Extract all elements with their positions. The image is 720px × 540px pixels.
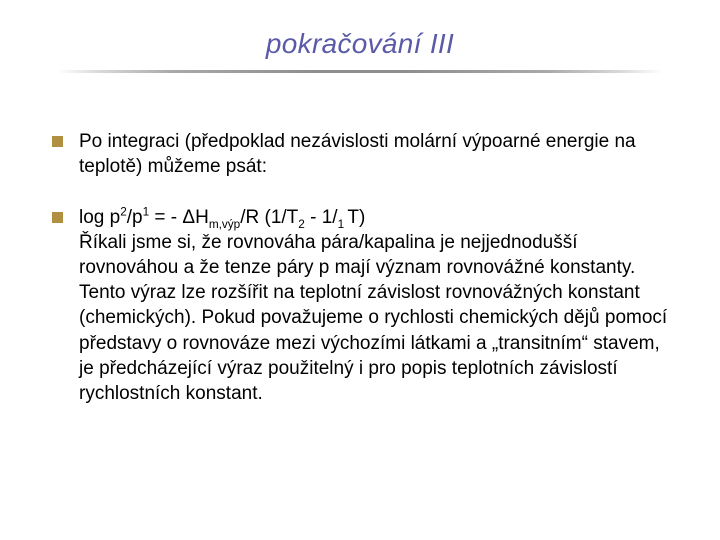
title-area: pokračování III [0,0,720,81]
title-underline [0,70,720,73]
equation-line: log p2/p1 = - ΔHm,výp/R (1/T2 - 1/1 T) [79,207,365,228]
slide: pokračování III Po integraci (předpoklad… [0,0,720,540]
eq-part: /p [127,207,143,228]
eq-part: T) [347,207,365,228]
bullet-marker-icon [52,136,63,147]
eq-part: = - ΔH [149,207,209,228]
bullet-text: log p2/p1 = - ΔHm,výp/R (1/T2 - 1/1 T) Ř… [79,205,668,406]
slide-title: pokračování III [0,28,720,60]
bullet-item: Po integraci (předpoklad nezávislosti mo… [52,129,668,179]
bullet-text: Po integraci (předpoklad nezávislosti mo… [79,129,668,179]
eq-sub: 1 [338,218,348,231]
bullet-marker-icon [52,212,63,223]
eq-part: /R (1/T [240,207,298,228]
content-area: Po integraci (předpoklad nezávislosti mo… [0,81,720,406]
eq-part: log p [79,207,120,228]
bullet-paragraph: Říkali jsme si, že rovnováha pára/kapali… [79,232,667,403]
bullet-item: log p2/p1 = - ΔHm,výp/R (1/T2 - 1/1 T) Ř… [52,205,668,406]
eq-sub: m,výp [209,218,240,231]
eq-part: - 1/ [305,207,338,228]
